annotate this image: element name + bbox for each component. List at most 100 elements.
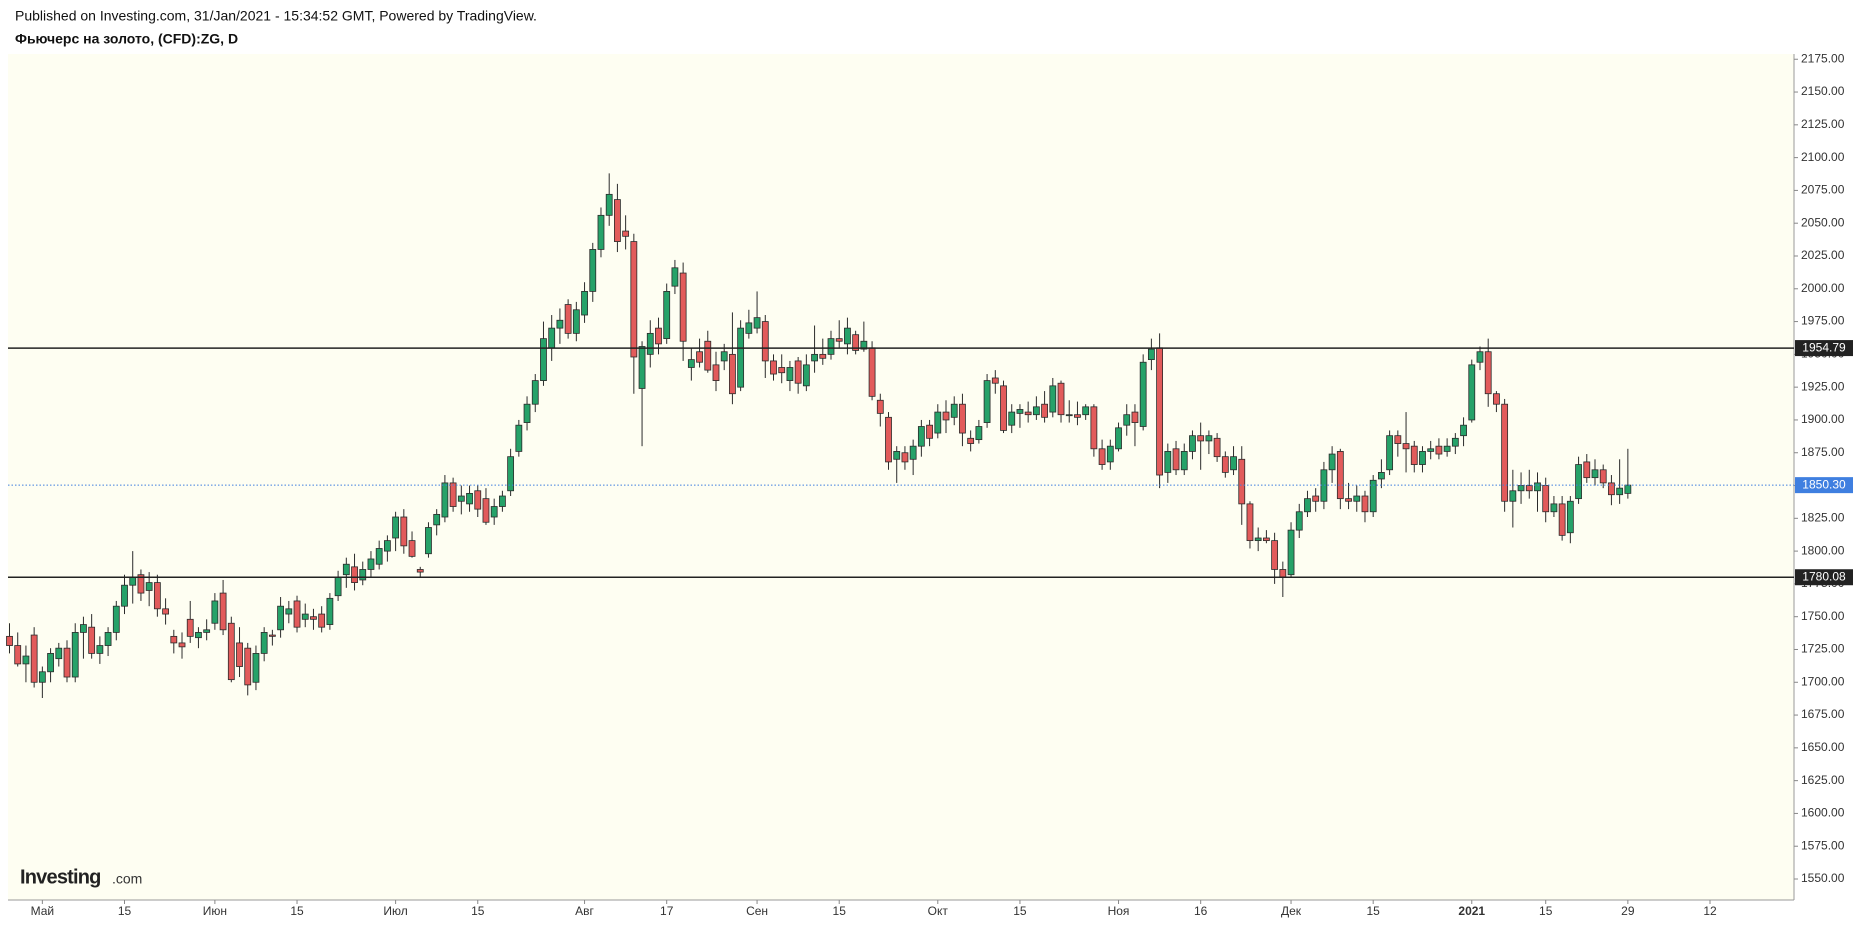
x-tick-label: Июл: [383, 904, 407, 918]
candle-body: [738, 328, 744, 387]
candle-body: [1354, 496, 1360, 501]
candle-body: [1493, 394, 1499, 404]
y-tick-label: 2075.00: [1801, 183, 1845, 197]
candle-body: [343, 564, 349, 574]
candle-body: [1033, 407, 1039, 415]
candle-body: [565, 305, 571, 334]
candle-body: [1411, 446, 1417, 464]
candle-body: [1452, 438, 1458, 446]
candle-body: [705, 341, 711, 370]
candle-body: [1173, 449, 1179, 470]
candle-body: [1083, 407, 1089, 415]
candle-body: [15, 646, 21, 664]
candle-body: [1485, 352, 1491, 394]
candle-body: [1058, 383, 1064, 414]
candle-body: [540, 339, 546, 381]
candle-body: [360, 569, 366, 579]
candle-body: [935, 412, 941, 433]
y-tick-label: 1875.00: [1801, 445, 1845, 459]
x-tick-label: 15: [290, 904, 304, 918]
candle-body: [294, 601, 300, 627]
y-tick-label: 2050.00: [1801, 215, 1845, 229]
candle-body: [992, 378, 998, 383]
candle-body: [1042, 404, 1048, 417]
candle-body: [582, 291, 588, 315]
candle-body: [1124, 415, 1130, 425]
plot-area: [8, 54, 1794, 900]
level-label: 1780.08: [1802, 569, 1846, 583]
candle-body: [779, 367, 785, 372]
candle-body: [1329, 454, 1335, 470]
candle-body: [1272, 541, 1278, 570]
candle-body: [491, 507, 497, 517]
candle-body: [1543, 486, 1549, 512]
y-tick-label: 1575.00: [1801, 838, 1845, 852]
y-tick-label: 2025.00: [1801, 248, 1845, 262]
logo-suffix: .com: [112, 871, 142, 887]
candle-body: [680, 273, 686, 341]
candle-body: [1444, 446, 1450, 451]
candle-body: [97, 646, 103, 654]
candle-body: [1461, 425, 1467, 435]
y-tick-label: 1900.00: [1801, 412, 1845, 426]
candle-body: [721, 352, 727, 361]
candle-body: [606, 194, 612, 215]
candle-body: [253, 653, 259, 682]
candle-body: [1419, 451, 1425, 464]
candle-body: [1313, 496, 1319, 501]
candle-body: [1288, 530, 1294, 575]
candle-body: [639, 346, 645, 388]
x-tick-label: Ноя: [1108, 904, 1130, 918]
candle-body: [1206, 436, 1212, 441]
candle-body: [943, 412, 949, 420]
candle-body: [549, 328, 555, 348]
candle-body: [902, 453, 908, 462]
candle-body: [1304, 499, 1310, 512]
candle-body: [286, 609, 292, 614]
candle-body: [1116, 428, 1122, 449]
candle-body: [614, 200, 620, 242]
candle-body: [697, 352, 703, 362]
x-tick-label: Май: [31, 904, 55, 918]
candle-body: [80, 625, 86, 633]
candle-body: [1025, 412, 1031, 415]
candle-body: [886, 417, 892, 462]
candle-body: [1263, 538, 1269, 541]
candle-body: [836, 339, 842, 342]
candle-body: [984, 381, 990, 423]
y-tick-label: 1800.00: [1801, 543, 1845, 557]
y-tick-label: 1925.00: [1801, 379, 1845, 393]
candle-body: [1576, 465, 1582, 499]
candle-body: [122, 585, 128, 606]
candle-body: [319, 614, 325, 627]
candle-body: [376, 548, 382, 564]
y-tick-label: 1625.00: [1801, 773, 1845, 787]
x-tick-label: 29: [1621, 904, 1635, 918]
candle-body: [1592, 470, 1598, 478]
candle-body: [976, 427, 982, 440]
candle-body: [1091, 407, 1097, 449]
candle-body: [384, 541, 390, 551]
candle-body: [1280, 569, 1286, 577]
candle-body: [1132, 412, 1138, 422]
candle-body: [927, 425, 933, 438]
candle-body: [425, 527, 431, 553]
candle-body: [623, 231, 629, 236]
candle-body: [475, 491, 481, 509]
candle-body: [795, 361, 801, 383]
candle-body: [812, 354, 818, 361]
candle-body: [844, 328, 850, 344]
candle-body: [1526, 486, 1532, 491]
candle-body: [146, 583, 152, 591]
candle-body: [401, 517, 407, 546]
x-tick-label: 16: [1194, 904, 1208, 918]
x-tick-label: Дек: [1281, 904, 1302, 918]
candle-body: [1617, 488, 1623, 495]
candle-body: [1050, 386, 1056, 412]
candle-body: [105, 632, 111, 645]
candle-body: [869, 348, 875, 397]
x-tick-label: 2021: [1458, 904, 1485, 918]
candle-body: [1378, 472, 1384, 479]
symbol-title: Фьючерс на золото, (CFD):ZG, D: [15, 31, 238, 47]
